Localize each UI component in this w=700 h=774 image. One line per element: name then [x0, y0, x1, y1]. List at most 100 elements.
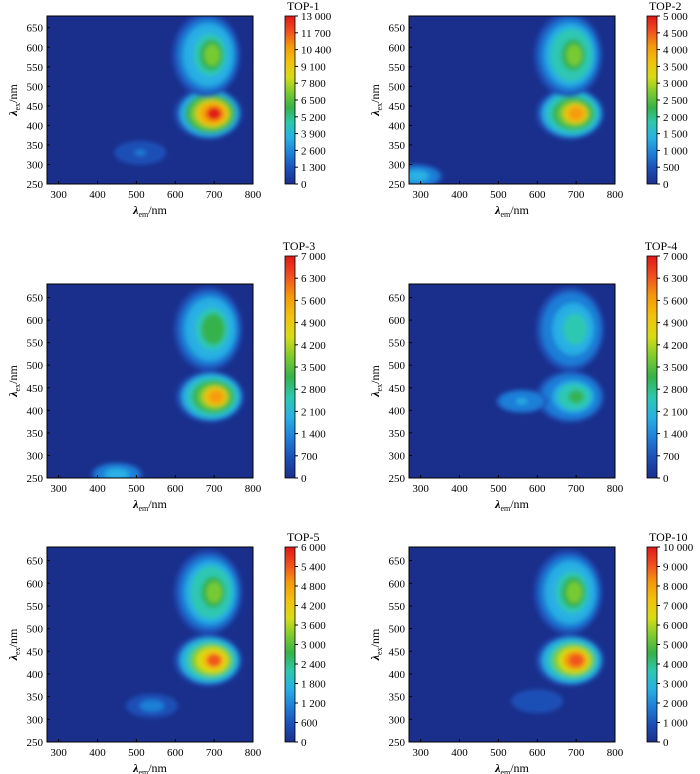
plot-frame	[408, 546, 616, 743]
y-tick-label: 300	[27, 450, 44, 462]
colorbar-tick-label: 700	[663, 451, 680, 463]
colorbar-tick-label: 4 200	[663, 340, 688, 352]
colorbar	[284, 15, 296, 185]
peaks-layer	[125, 550, 243, 718]
y-axis-label: λex/nm	[368, 84, 384, 117]
y-tick-label: 450	[389, 101, 406, 113]
peaks-layer	[495, 287, 605, 423]
colorbar-tick-label: 6 000	[663, 620, 688, 632]
colorbar-tick-label: 9 000	[663, 562, 688, 574]
y-tick-label: 650	[389, 293, 406, 305]
colorbar-tick-label: 1 400	[301, 429, 326, 441]
colorbar-tick-label: 500	[663, 162, 680, 174]
colorbar-tick-label: 5 600	[301, 295, 326, 307]
peak-mark	[206, 653, 222, 667]
y-tick-label: 600	[27, 315, 44, 327]
x-tick-label: 300	[412, 483, 429, 495]
plot-frame	[408, 283, 616, 479]
x-tick-label: 600	[529, 189, 546, 201]
x-tick-label: 300	[412, 747, 429, 759]
y-tick-label: 400	[27, 669, 44, 681]
y-tick-label: 550	[389, 601, 406, 613]
colorbar-tick-label: 6 300	[301, 273, 326, 285]
colorbar-tick-label: 7 000	[663, 251, 688, 263]
colorbar-tick-label: 4 000	[663, 45, 688, 57]
x-tick-label: 700	[568, 747, 585, 759]
y-tick-label: 500	[389, 81, 406, 93]
x-tick-label: 600	[529, 747, 546, 759]
y-tick-label: 450	[27, 646, 44, 658]
x-tick-label: 300	[50, 189, 67, 201]
plot-frame	[408, 15, 616, 185]
x-tick-label: 400	[451, 189, 468, 201]
peak-mark	[206, 107, 222, 121]
colorbar-tick-label: 0	[663, 737, 669, 749]
peaks-layer	[511, 550, 605, 714]
colorbar-tick-label: 10 400	[301, 45, 332, 57]
x-tick-label: 600	[167, 189, 184, 201]
x-tick-label: 400	[451, 747, 468, 759]
colorbar-tick-label: 9 100	[301, 61, 326, 73]
colorbar-tick-label: 4 200	[301, 601, 326, 613]
plot-frame	[46, 546, 254, 743]
peaks-layer	[114, 16, 243, 165]
y-tick-label: 350	[27, 140, 44, 152]
peak-mark	[566, 581, 582, 603]
colorbar-tick-label: 4 200	[301, 340, 326, 352]
colorbar-tick-label: 1 300	[301, 162, 326, 174]
y-tick-label: 500	[27, 81, 44, 93]
panel-title: TOP-1	[287, 0, 319, 13]
plot-frame	[46, 283, 254, 479]
y-tick-label: 550	[27, 601, 44, 613]
x-tick-label: 400	[451, 483, 468, 495]
colorbar-tick-label: 0	[663, 473, 669, 485]
y-tick-label: 250	[389, 737, 406, 749]
colorbar-tick-label: 2 100	[301, 406, 326, 418]
colorbar-tick-label: 4 900	[301, 318, 326, 330]
y-tick-label: 600	[27, 42, 44, 54]
peak-mark	[206, 318, 222, 340]
y-tick-label: 650	[27, 556, 44, 568]
y-tick-label: 500	[27, 624, 44, 636]
panel-6: 300 400 500 600 700 800 250 300 350 400 450 500 550 6…	[368, 530, 694, 774]
panel-2: 300 400 500 600 700 800 250 300 350 400 450 500 550 6…	[368, 0, 688, 219]
y-tick-label: 600	[389, 578, 406, 590]
x-tick-label: 500	[490, 747, 507, 759]
colorbar-tick-label: 13 000	[301, 11, 332, 23]
x-tick-label: 300	[50, 483, 67, 495]
colorbar-tick-label: 2 600	[301, 145, 326, 157]
plot-frame	[46, 15, 254, 185]
colorbar-tick-label: 1 200	[301, 698, 326, 710]
panel-title: TOP-10	[649, 530, 687, 544]
colorbar	[284, 255, 296, 479]
y-tick-label: 300	[389, 159, 406, 171]
colorbar-tick-label: 10 000	[663, 542, 694, 554]
colorbar-tick-label: 2 000	[663, 112, 688, 124]
panel-5: 300 400 500 600 700 800 250 300 350 400 450 500 550 6…	[6, 530, 326, 774]
colorbar-tick-label: 4 800	[301, 581, 326, 593]
colorbar-tick-label: 3 500	[663, 362, 688, 374]
peak-mark	[568, 653, 584, 667]
y-tick-label: 400	[389, 120, 406, 132]
y-tick-label: 300	[389, 450, 406, 462]
colorbar-tick-label: 7 800	[301, 78, 326, 90]
y-tick-label: 250	[27, 737, 44, 749]
y-tick-label: 250	[27, 473, 44, 485]
x-tick-label: 600	[529, 483, 546, 495]
y-tick-label: 500	[389, 624, 406, 636]
y-tick-label: 300	[27, 159, 44, 171]
colorbar-tick-label: 5 200	[301, 112, 326, 124]
y-tick-label: 450	[27, 383, 44, 395]
y-tick-label: 650	[389, 23, 406, 35]
colorbar-tick-label: 2 000	[663, 698, 688, 710]
peak-mark	[111, 471, 123, 478]
colorbar-tick-label: 0	[301, 473, 307, 485]
colorbar-tick-label: 5 400	[301, 562, 326, 574]
x-axis-label: λem/nm	[494, 497, 529, 513]
colorbar-tick-label: 1 000	[663, 145, 688, 157]
y-tick-label: 550	[389, 338, 406, 350]
peaks-layer	[409, 16, 605, 184]
y-axis-label: λex/nm	[6, 84, 22, 117]
peak-mark	[568, 107, 584, 121]
